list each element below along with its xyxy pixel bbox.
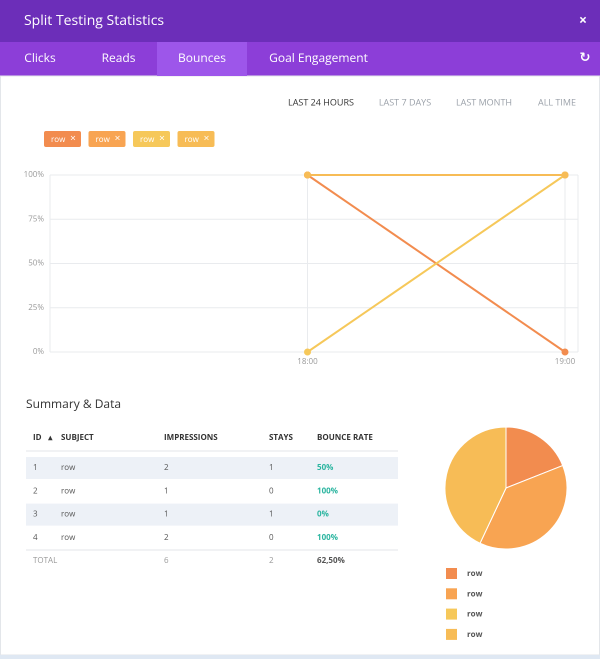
x-tick-label: 19:00 (555, 356, 576, 367)
y-tick-label: 50% (28, 258, 44, 269)
y-tick-label: 100% (24, 169, 45, 180)
legend-label: row (140, 134, 155, 145)
table-header: SUBJECT (61, 432, 94, 443)
data-point (561, 348, 569, 356)
table-total: TOTAL (33, 555, 57, 566)
data-point (304, 348, 311, 356)
tab-bar (0, 42, 600, 76)
table-header: BOUNCE RATE (317, 432, 373, 443)
table-cell: 0 (269, 485, 274, 496)
pie-legend-label: row (467, 568, 483, 579)
pie-legend-label: row (467, 629, 483, 640)
legend-tag[interactable] (44, 131, 81, 147)
tab[interactable]: Reads (102, 49, 136, 66)
y-tick-label: 25% (28, 302, 44, 313)
pie-slice (444, 426, 507, 544)
table-cell: 2 (33, 485, 38, 496)
y-tick-label: 0% (33, 346, 45, 357)
table-total: 62,50% (317, 555, 345, 566)
table-cell: 50% (317, 462, 333, 473)
pie-slice (505, 426, 564, 489)
pie-legend-label: row (467, 588, 483, 599)
table-cell: 1 (164, 485, 169, 496)
table-cell: row (61, 509, 76, 520)
active-tab (157, 42, 247, 76)
table-cell: 0 (269, 532, 274, 543)
period-filter[interactable]: LAST MONTH (456, 95, 512, 108)
pie-legend-swatch (446, 628, 457, 640)
table-cell: 1 (33, 462, 38, 473)
table-header: ID (33, 432, 42, 443)
table-cell: 3 (33, 509, 38, 520)
legend-remove[interactable]: × (204, 131, 210, 145)
period-filter[interactable]: ALL TIME (538, 95, 576, 108)
legend-label: row (185, 134, 200, 145)
table-header: STAYS (269, 432, 294, 443)
pie-legend-label: row (467, 609, 483, 620)
table-cell: 1 (269, 462, 274, 473)
pie-legend-swatch (446, 568, 457, 579)
table-cell: 0% (317, 509, 329, 520)
bottom-edge (0, 655, 600, 659)
legend-remove[interactable]: × (70, 131, 76, 145)
refresh-button[interactable]: ↻ (580, 47, 591, 65)
legend-label: row (51, 134, 66, 145)
table-cell: 1 (269, 509, 274, 520)
legend-tag[interactable] (88, 131, 126, 147)
legend-remove[interactable]: × (159, 131, 165, 145)
table-row-stripe (26, 503, 398, 526)
x-tick-label: 18:00 (297, 356, 318, 367)
header-title: Split Testing Statistics (24, 11, 164, 30)
table-header: IMPRESSIONS (164, 432, 218, 443)
table-row-stripe (26, 457, 398, 479)
table-cell: 100% (317, 532, 338, 543)
legend-remove[interactable]: × (115, 131, 121, 145)
table-cell: 2 (164, 532, 169, 543)
table-cell: 1 (164, 509, 169, 520)
data-point (304, 171, 311, 179)
tab[interactable]: Goal Engagement (269, 49, 368, 66)
series-line (306, 174, 566, 353)
table-cell: 2 (164, 462, 169, 473)
table-total: 2 (269, 555, 274, 566)
table-cell: 100% (317, 485, 338, 496)
data-point (561, 171, 569, 179)
y-tick-label: 75% (28, 213, 44, 224)
period-filter[interactable]: LAST 7 DAYS (379, 95, 431, 108)
close-button[interactable]: × (579, 11, 587, 30)
tab[interactable]: Clicks (24, 49, 56, 66)
table-cell: row (61, 532, 76, 543)
pie-legend-swatch (446, 608, 457, 620)
pie-legend-swatch (446, 588, 457, 600)
table-cell: 4 (33, 532, 38, 543)
period-filter[interactable]: LAST 24 HOURS (288, 95, 354, 108)
tab[interactable]: Bounces (178, 49, 226, 66)
table-total: 6 (164, 555, 169, 566)
table-cell: row (61, 485, 76, 496)
table-cell: row (61, 462, 76, 473)
legend-label: row (96, 134, 111, 145)
legend-tag[interactable] (133, 131, 170, 147)
sort-icon: ▲ (48, 434, 53, 442)
header-bar (0, 0, 600, 42)
legend-tag[interactable] (177, 131, 215, 147)
pie-slice (479, 464, 568, 550)
summary-title: Summary & Data (26, 395, 121, 412)
